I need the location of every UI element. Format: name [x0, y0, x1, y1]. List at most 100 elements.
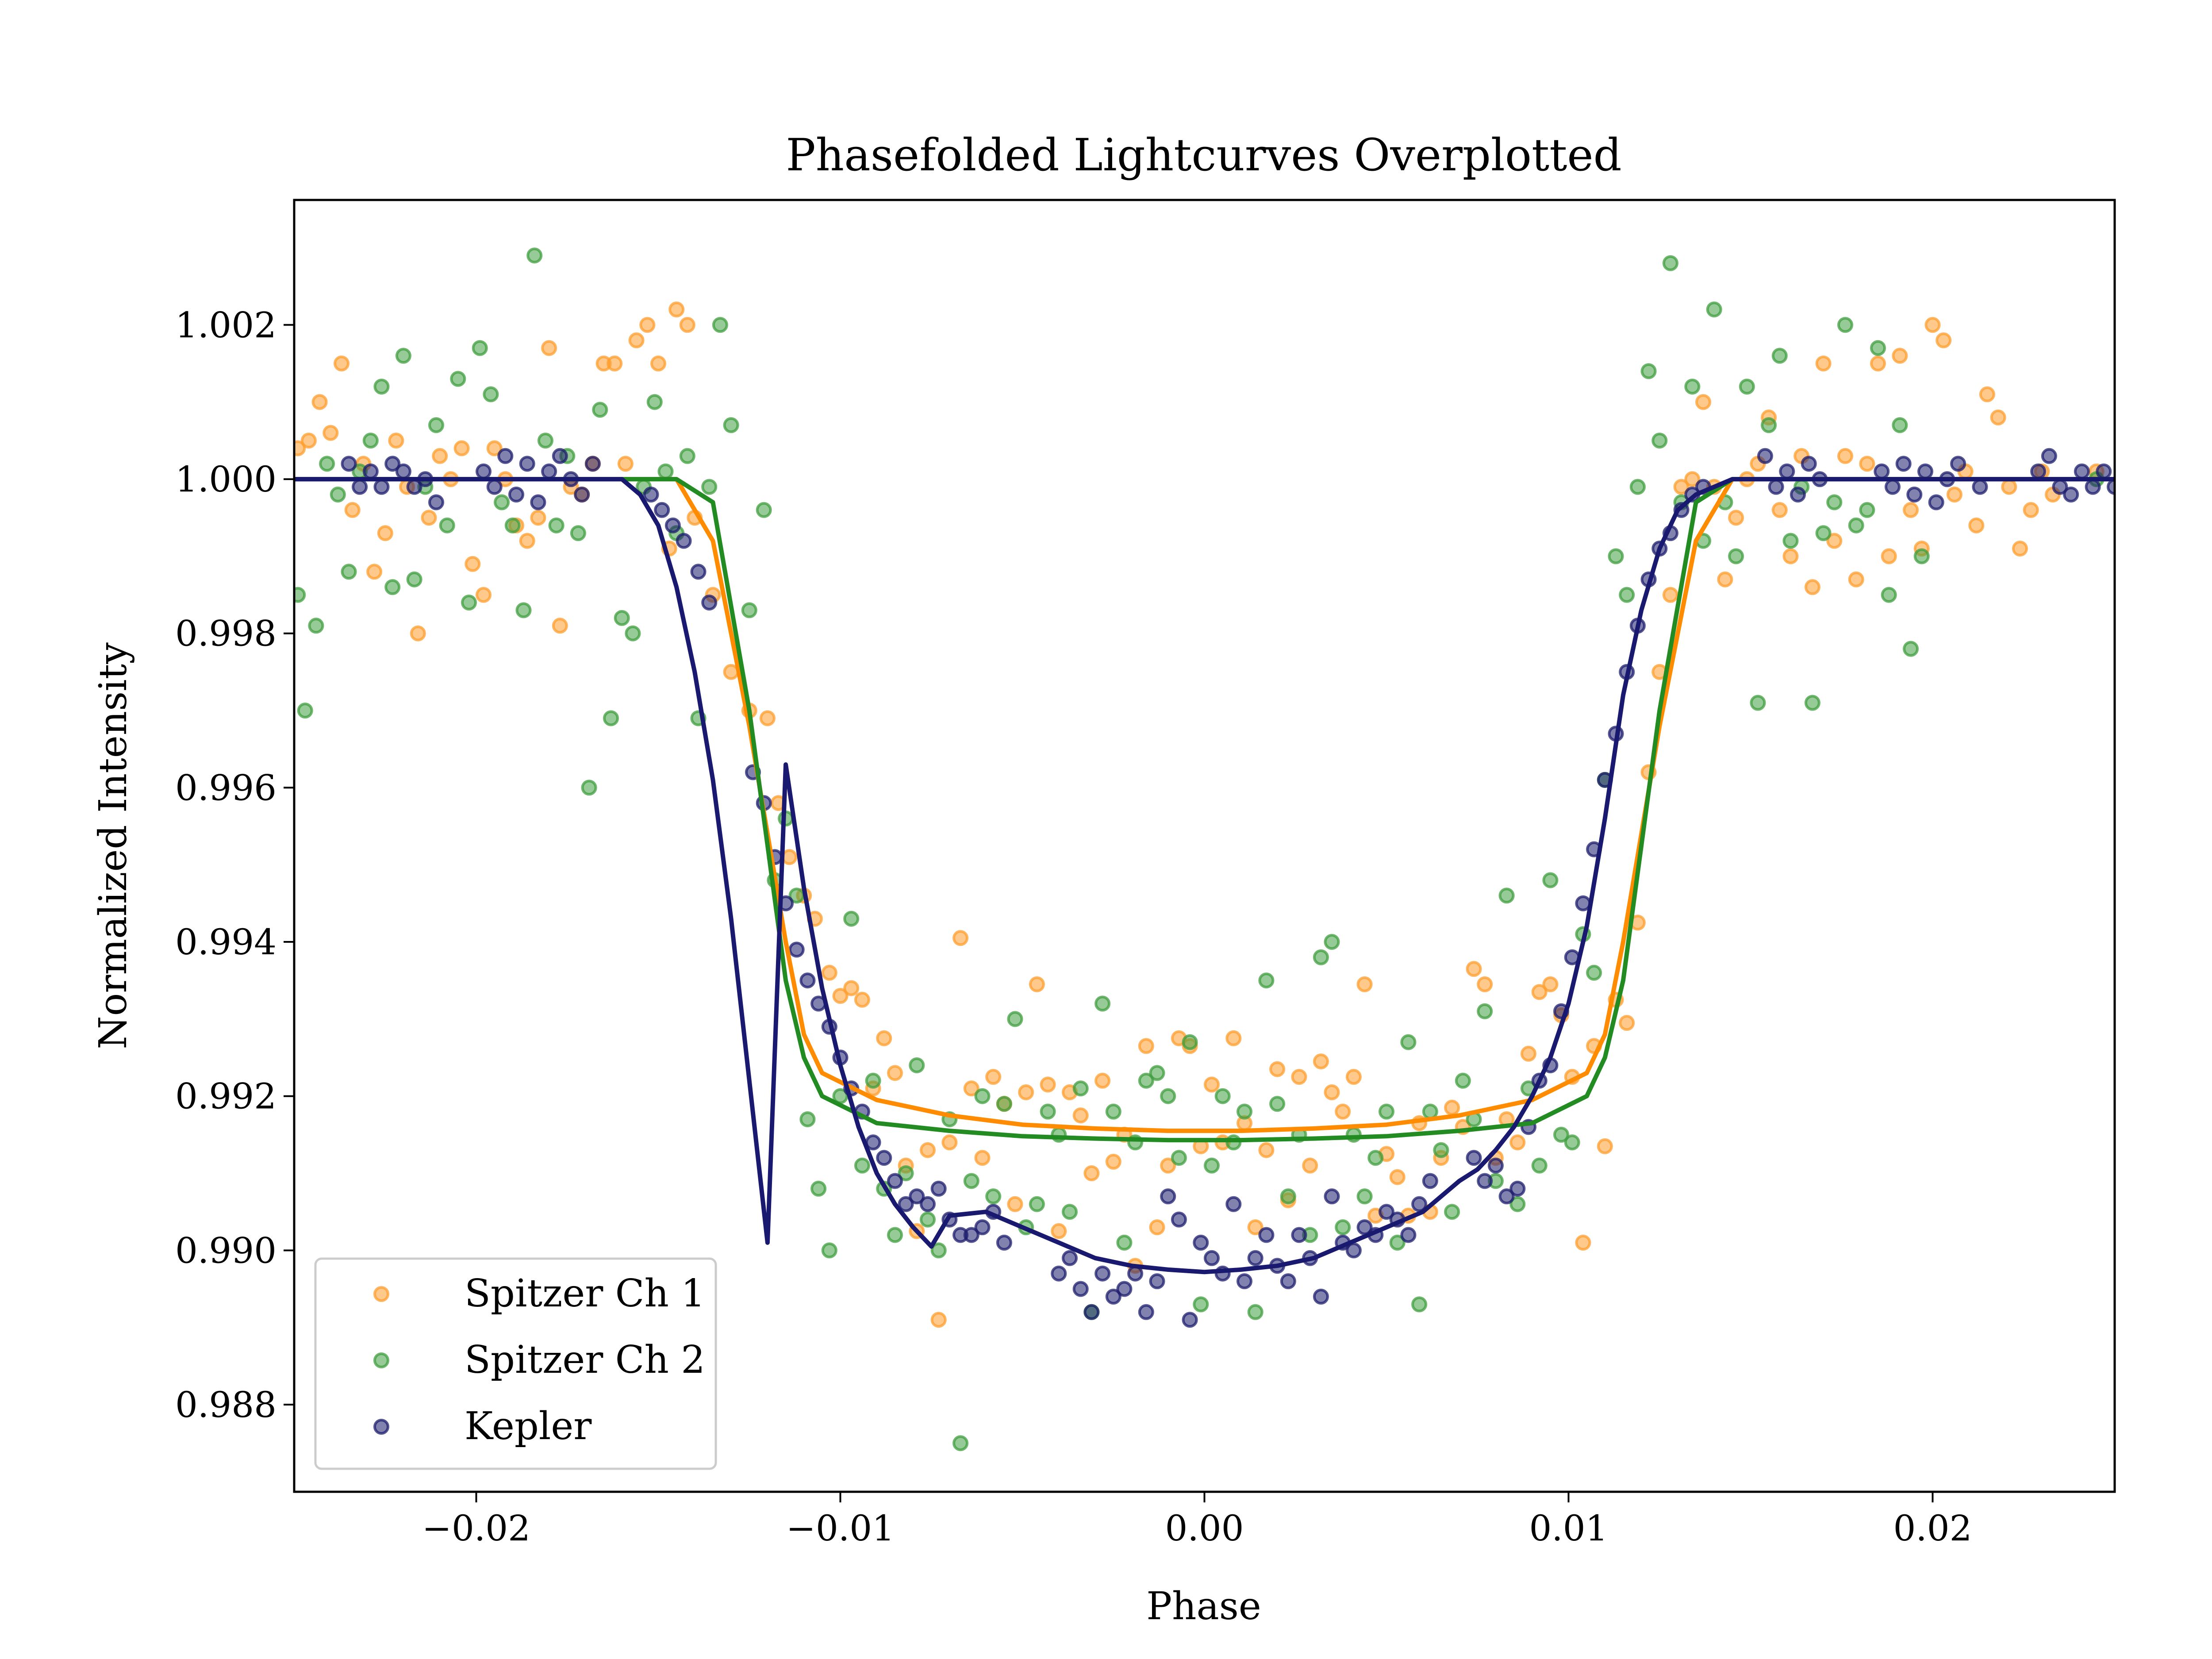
- kepler-point-124: [2063, 486, 2079, 503]
- kepler-point-20: [643, 486, 659, 503]
- spitzer-ch-2-point-113: [1531, 1157, 1548, 1174]
- kepler-model-line: [294, 477, 2115, 1275]
- kepler-point-62: [1182, 1312, 1198, 1328]
- spitzer-ch-1-point-23: [541, 340, 557, 356]
- spitzer-ch-2-point-100: [1389, 1234, 1406, 1251]
- kepler-point-52: [1072, 1281, 1089, 1297]
- spitzer-ch-2-point-79: [1160, 1088, 1176, 1104]
- y-tick-label-0: 0.988: [175, 1384, 276, 1425]
- spitzer-ch-1-point-77: [1160, 1157, 1176, 1174]
- spitzer-ch-2-point-87: [1247, 1304, 1263, 1320]
- spitzer-ch-2-point-88: [1258, 972, 1275, 989]
- spitzer-ch-1-point-36: [679, 317, 695, 333]
- spitzer-ch-1-point-21: [519, 533, 535, 549]
- spitzer-ch-2-point-118: [1586, 964, 1602, 981]
- spitzer-ch-1-point-51: [876, 1030, 892, 1046]
- y-tick-label-6: 1.000: [175, 459, 276, 500]
- spitzer-ch-1-point-128: [1717, 571, 1733, 588]
- spitzer-ch-1-point-98: [1389, 1169, 1406, 1185]
- kepler-point-41: [909, 1188, 925, 1205]
- spitzer-ch-1-point-12: [421, 510, 437, 526]
- spitzer-ch-2-point-56: [909, 1057, 925, 1073]
- spitzer-ch-2-point-39: [712, 317, 728, 333]
- spitzer-ch-2-point-132: [1739, 378, 1755, 395]
- spitzer-ch-2-point-36: [679, 448, 695, 464]
- kepler-point-25: [701, 595, 718, 611]
- spitzer-ch-1-point-52: [887, 1065, 903, 1081]
- kepler-point-75: [1324, 1188, 1340, 1205]
- spitzer-ch-1-point-48: [843, 980, 860, 996]
- kepler-point-13: [519, 456, 535, 472]
- spitzer-ch-2-point-62: [974, 1088, 991, 1104]
- spitzer-ch-2-point-110: [1498, 887, 1515, 904]
- spitzer-ch-1-point-156: [2023, 502, 2039, 518]
- x-tick-label-2: 0.00: [1165, 1508, 1244, 1549]
- kepler-point-85: [1466, 1150, 1482, 1166]
- spitzer-ch-2-point-136: [1782, 533, 1799, 549]
- spitzer-ch-1-point-94: [1345, 1069, 1362, 1085]
- y-tick-label-7: 1.002: [175, 304, 276, 346]
- kepler-point-82: [1400, 1227, 1417, 1243]
- spitzer-ch-2-point-3: [319, 456, 335, 472]
- spitzer-ch-2-point-124: [1651, 432, 1668, 449]
- kepler-point-125: [2074, 463, 2090, 480]
- spitzer-ch-1-point-18: [486, 440, 503, 457]
- chart-title: Phasefolded Lightcurves Overplotted: [786, 129, 1621, 181]
- kepler-point-8: [428, 494, 444, 511]
- spitzer-ch-2-point-31: [625, 625, 641, 641]
- spitzer-ch-1-point-147: [1924, 317, 1941, 333]
- spitzer-ch-2-point-28: [592, 402, 608, 418]
- spitzer-ch-2-point-70: [1062, 1204, 1078, 1220]
- spitzer-ch-1-point-111: [1531, 984, 1548, 1000]
- spitzer-ch-2-point-48: [821, 1242, 837, 1259]
- spitzer-ch-1-point-83: [1225, 1030, 1242, 1046]
- spitzer-ch-1-legend-marker: [373, 1286, 389, 1302]
- spitzer-ch-1-point-4: [334, 355, 349, 372]
- spitzer-ch-1-point-13: [432, 448, 448, 464]
- kepler-point-74: [1313, 1288, 1329, 1305]
- spitzer-ch-2-point-75: [1116, 1234, 1133, 1251]
- spitzer-ch-2-point-122: [1629, 479, 1646, 495]
- spitzer-ch-1-point-110: [1521, 1045, 1536, 1062]
- kepler-point-31: [799, 972, 816, 989]
- spitzer-ch-2-point-23: [537, 432, 553, 449]
- spitzer-ch-1-point-85: [1247, 1219, 1263, 1236]
- kepler-point-118: [1928, 494, 1944, 511]
- kepler-point-4: [384, 456, 401, 472]
- spitzer-ch-2-point-148: [1913, 548, 1930, 565]
- spitzer-ch-1-point-133: [1771, 502, 1788, 518]
- spitzer-ch-1-point-154: [2001, 479, 2017, 495]
- spitzer-ch-2-point-146: [1892, 417, 1908, 433]
- spitzer-ch-1-point-30: [617, 456, 634, 472]
- spitzer-ch-2-point-120: [1608, 548, 1624, 565]
- spitzer-ch-2-points: [294, 247, 2104, 1452]
- kepler-point-21: [654, 502, 670, 518]
- spitzer-ch-2-point-147: [1903, 641, 1919, 657]
- spitzer-ch-1-point-86: [1258, 1142, 1275, 1158]
- spitzer-ch-2-point-114: [1542, 872, 1559, 888]
- spitzer-ch-1-model-line: [294, 477, 2115, 1133]
- spitzer-ch-1-point-15: [453, 440, 470, 457]
- spitzer-ch-1-point-123: [1662, 587, 1678, 603]
- kepler-point-14: [530, 494, 546, 511]
- x-tick-label-0: −0.02: [422, 1508, 530, 1549]
- spitzer-ch-2-point-90: [1280, 1188, 1296, 1205]
- spitzer-ch-2-point-89: [1269, 1096, 1286, 1112]
- spitzer-ch-1-point-56: [930, 1312, 947, 1328]
- spitzer-ch-2-point-125: [1662, 255, 1678, 271]
- kepler-point-84: [1422, 1173, 1438, 1189]
- kepler-point-72: [1291, 1227, 1307, 1243]
- spitzer-ch-1-point-0: [294, 440, 306, 457]
- kepler-point-66: [1225, 1196, 1242, 1212]
- spitzer-ch-1-point-115: [1575, 1234, 1591, 1251]
- spitzer-ch-1-point-140: [1848, 571, 1864, 588]
- spitzer-ch-2-point-51: [854, 1157, 870, 1174]
- spitzer-ch-2-point-64: [996, 1096, 1012, 1112]
- spitzer-ch-2-point-40: [723, 417, 739, 433]
- spitzer-ch-1-point-103: [1444, 1099, 1460, 1116]
- spitzer-ch-2-point-104: [1433, 1142, 1449, 1158]
- spitzer-ch-1-point-41: [759, 710, 776, 726]
- plot-area: [294, 247, 2115, 1452]
- spitzer-ch-1-point-60: [974, 1150, 991, 1166]
- kepler-point-80: [1379, 1204, 1394, 1220]
